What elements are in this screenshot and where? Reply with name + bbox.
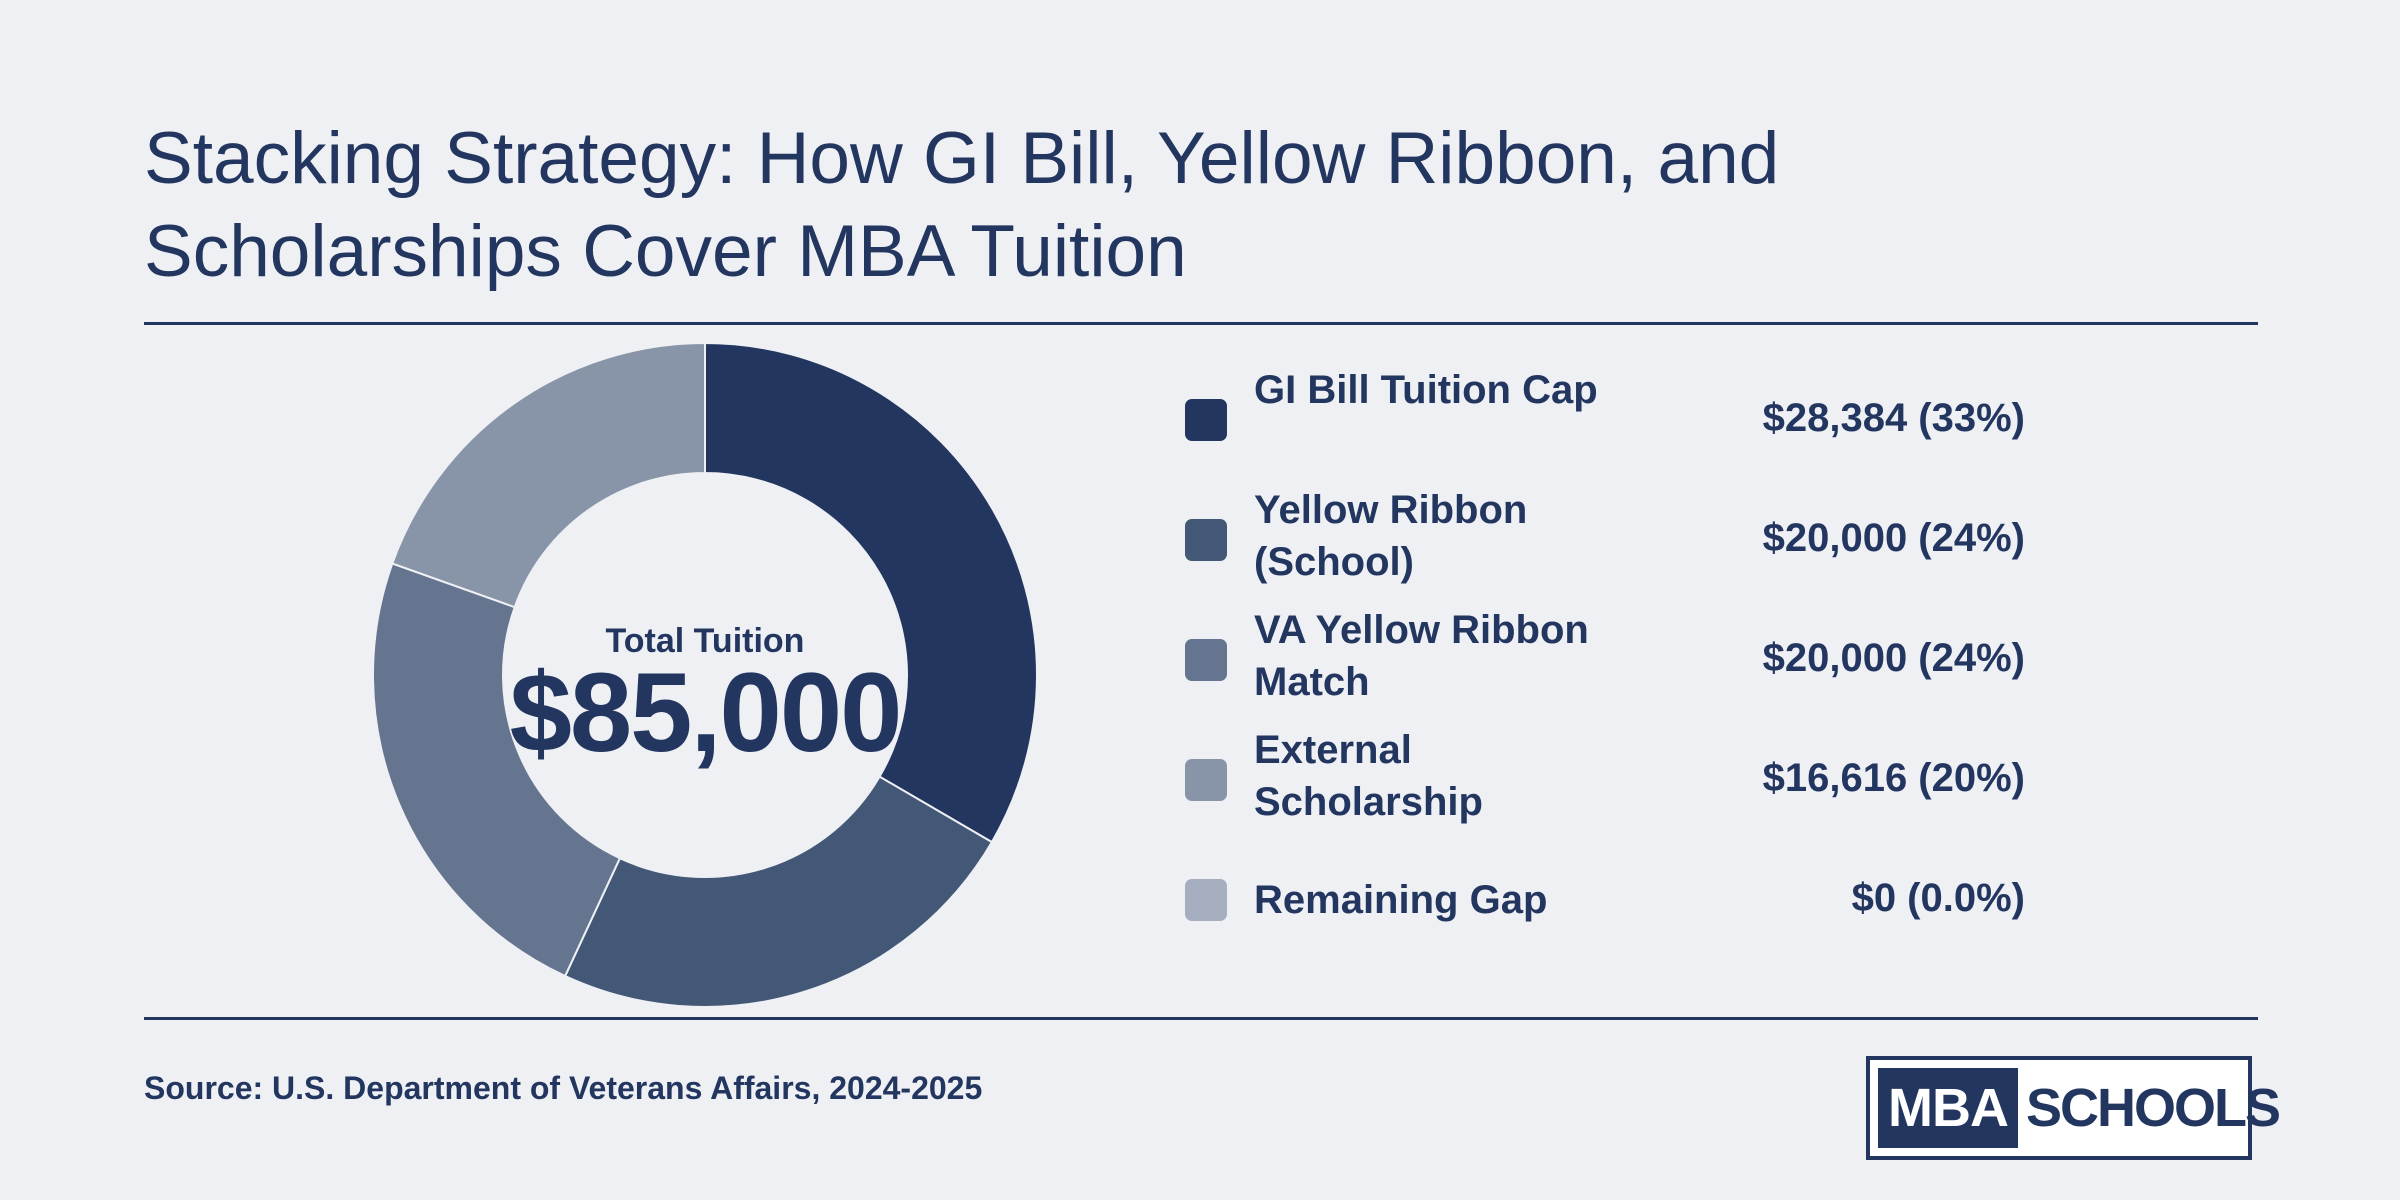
donut-slice-yellow-ribbon-school [563,775,994,1008]
legend-swatch [1185,759,1227,801]
legend-value: $20,000 (24%) [1762,636,2025,680]
legend-label: VA Yellow Ribbon Match [1254,608,1589,704]
logo-schools-text: SCHOOLS [2026,1078,2281,1138]
legend-value: $0 (0.0%) [1851,876,2025,920]
legend-label: Remaining Gap [1254,878,1548,922]
legend-swatch [1185,519,1227,561]
legend-item-external-scholarship: External Scholarship $16,616 (20%) [1183,720,2043,830]
center-label: Total Tuition [605,622,805,660]
legend-value: $16,616 (20%) [1762,756,2025,800]
legend-value: $28,384 (33%) [1762,396,2025,440]
donut-slice-external-scholarship [391,341,706,609]
chart-title: Stacking Strategy: How GI Bill, Yellow R… [144,118,1780,292]
legend-swatch [1185,399,1227,441]
brand-logo: MBA SCHOOLS [1866,1056,2281,1160]
donut-slice-va-yellow-ribbon-match [372,562,622,978]
top-divider [144,322,2258,325]
legend-item-remaining-gap: Remaining Gap $0 (0.0%) [1183,840,2043,950]
legend-value: $20,000 (24%) [1762,516,2025,560]
legend-item-yellow-ribbon-school: Yellow Ribbon (School) $20,000 (24%) [1183,480,2043,590]
legend-label: Yellow Ribbon (School) [1254,488,1528,584]
donut-chart [372,341,1038,1008]
legend-item-va-match: VA Yellow Ribbon Match $20,000 (24%) [1183,600,2043,710]
source-note: Source: U.S. Department of Veterans Affa… [144,1070,983,1106]
legend-label: External Scholarship [1254,728,1483,824]
donut-slice-gi-bill-tuition-cap [704,341,1038,844]
center-value: $85,000 [509,650,903,775]
legend-item-gi-bill: GI Bill Tuition Cap $28,384 (33%) [1183,360,2043,470]
bottom-divider [144,1017,2258,1020]
legend-label: GI Bill Tuition Cap [1254,368,1598,412]
logo-mba-text: MBA [1878,1068,2018,1148]
legend-swatch [1185,879,1227,921]
legend-swatch [1185,639,1227,681]
